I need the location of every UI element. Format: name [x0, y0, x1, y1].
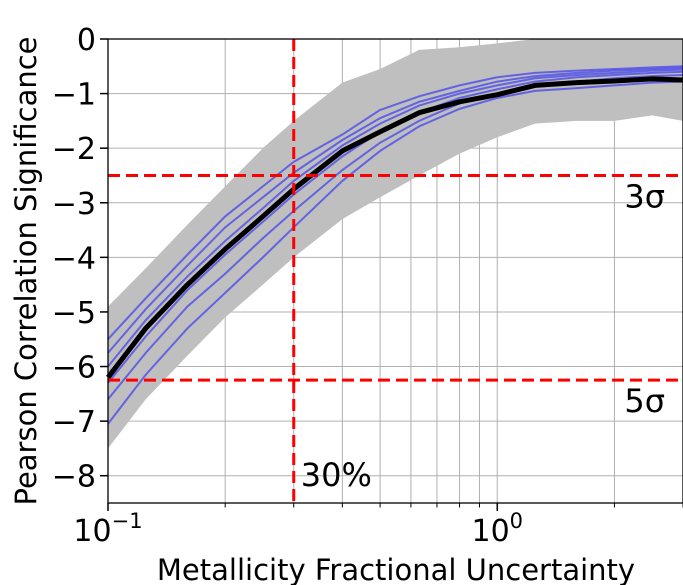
sigma-label-2: 5σ	[624, 382, 665, 420]
plot-frame	[107, 38, 683, 504]
median-line	[106, 76, 683, 379]
y-tick-label: 0	[77, 23, 96, 58]
y-tick-label: −2	[52, 132, 96, 167]
y-axis-label: Pearson Correlation Significance	[9, 36, 43, 505]
y-tick-label: −5	[52, 296, 96, 331]
x-axis-label: Metallicity Fractional Uncertainty	[157, 553, 635, 585]
ticks-layer	[100, 38, 683, 511]
sigma-label-1: 3σ	[624, 177, 665, 215]
y-tick-label: −6	[52, 351, 96, 386]
band-layer	[108, 39, 683, 449]
x-tick-label: 100	[471, 509, 523, 549]
tick-labels: 0 −1 −2 −3 −4 −5 −6 −7 −8 10−1 100	[52, 23, 523, 549]
y-tick-label: −4	[52, 241, 96, 276]
series-line-2	[107, 66, 683, 354]
series-line-3	[107, 68, 683, 368]
series-line-6	[107, 80, 683, 425]
series-line-1	[107, 65, 683, 340]
y-tick-label: −1	[52, 78, 96, 113]
y-tick-label: −8	[52, 460, 96, 495]
y-tick-label: −3	[52, 187, 96, 222]
x-tick-label: 10−1	[73, 509, 142, 549]
percent-label-1: 30%	[301, 456, 372, 494]
uncertainty-band	[108, 39, 683, 449]
median-layer	[106, 76, 683, 379]
reference-lines: 3σ 5σ 30%	[108, 39, 683, 503]
y-tick-label: −7	[52, 405, 96, 440]
